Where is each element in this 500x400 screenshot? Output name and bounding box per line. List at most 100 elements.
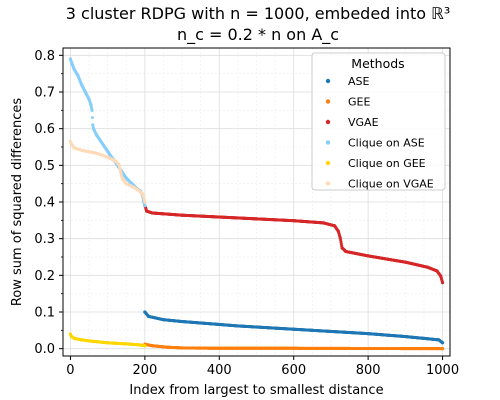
data-point <box>336 229 340 233</box>
data-point <box>91 339 95 343</box>
series-clique-on-vgae <box>68 139 147 204</box>
data-point <box>366 346 370 351</box>
y-tick-label: 0.3 <box>34 232 55 247</box>
data-point <box>422 336 426 340</box>
data-point <box>72 67 76 71</box>
data-point <box>90 108 94 112</box>
data-point <box>117 162 121 166</box>
data-point <box>80 148 84 152</box>
data-series <box>68 57 445 351</box>
y-tick-label: 0.7 <box>34 86 55 101</box>
legend: Methods ASE GEE VGAE Clique on ASE Clique on … <box>311 52 446 191</box>
data-point <box>94 133 99 137</box>
legend-entry-label: VGAE <box>348 116 379 129</box>
x-tick-label: 1000 <box>426 363 459 378</box>
data-point <box>146 314 151 318</box>
data-point <box>254 217 259 221</box>
data-point <box>403 260 407 264</box>
data-point <box>150 211 154 215</box>
data-point <box>68 57 73 61</box>
data-point <box>292 327 296 331</box>
data-point <box>385 333 389 337</box>
data-point <box>137 189 141 193</box>
data-point <box>72 336 76 340</box>
data-point <box>273 326 277 330</box>
x-tick-label: 400 <box>207 363 232 378</box>
data-point <box>161 318 166 322</box>
data-point <box>180 213 184 217</box>
data-point <box>440 281 445 285</box>
data-point <box>106 341 110 345</box>
data-point <box>98 138 102 142</box>
data-point <box>329 329 333 334</box>
data-point <box>180 346 184 350</box>
axes: 0 200 400 600 800 1000 0.0 0.1 0.2 0.3 0.4 0.5 0.6 0.… <box>34 49 459 378</box>
y-tick-label: 0.4 <box>34 196 55 211</box>
data-point <box>236 324 240 328</box>
data-point <box>124 176 128 180</box>
data-point <box>141 193 145 197</box>
series-clique-on-gee <box>68 332 147 348</box>
data-point <box>106 149 110 153</box>
data-point <box>292 219 296 223</box>
data-point <box>321 221 326 225</box>
legend-entry-label: Clique on VGAE <box>348 178 434 191</box>
data-point <box>90 116 94 120</box>
data-point <box>68 139 73 144</box>
y-tick-label: 0.8 <box>34 49 55 64</box>
data-point <box>87 97 91 101</box>
data-point <box>76 73 80 78</box>
data-point <box>143 200 147 204</box>
data-point <box>338 236 342 240</box>
data-point <box>143 344 147 348</box>
legend-marker <box>325 99 331 104</box>
data-point <box>439 274 443 278</box>
data-point <box>113 159 117 163</box>
data-point <box>128 180 132 184</box>
legend-entry-label: ASE <box>348 75 370 88</box>
data-point <box>120 177 125 181</box>
data-point <box>333 224 337 228</box>
legend-marker <box>325 140 331 145</box>
legend-marker <box>325 78 331 84</box>
legend-marker <box>325 160 331 166</box>
y-axis-label: Row sum of squared differences <box>10 98 25 307</box>
legend-box <box>311 52 446 191</box>
x-tick-label: 800 <box>356 363 381 378</box>
legend-marker <box>325 119 331 125</box>
data-point <box>180 319 184 324</box>
legend-entry-label: GEE <box>348 96 370 109</box>
data-point <box>217 215 221 219</box>
data-point <box>150 344 154 348</box>
chart-title-line-2: n_c = 0.2 * n on A_c <box>177 25 339 45</box>
data-point <box>437 338 441 342</box>
data-point <box>292 346 296 350</box>
data-point <box>217 322 221 327</box>
data-point <box>70 62 74 67</box>
data-point <box>143 310 147 314</box>
data-point <box>344 249 348 254</box>
data-point <box>199 321 203 325</box>
y-tick-label: 0.5 <box>34 159 55 174</box>
data-point <box>366 332 370 336</box>
y-tick-label: 0.0 <box>34 342 55 357</box>
data-point <box>366 254 370 258</box>
x-tick-label: 200 <box>132 363 157 378</box>
data-point <box>440 347 445 351</box>
data-point <box>83 90 87 94</box>
data-point <box>69 334 74 339</box>
chart-title-line-1: 3 cluster RDPG with n = 1000, embeded in… <box>66 4 450 23</box>
data-point <box>132 185 136 189</box>
series-vgae <box>143 204 445 285</box>
y-tick-label: 0.2 <box>34 269 55 284</box>
data-point <box>119 171 123 175</box>
y-tick-label: 0.6 <box>34 122 55 137</box>
legend-entry-label: Clique on ASE <box>348 137 425 150</box>
x-tick-label: 600 <box>281 363 306 378</box>
data-point <box>91 127 96 131</box>
data-point <box>340 246 344 250</box>
data-point <box>91 123 95 127</box>
legend-marker <box>325 181 331 186</box>
data-point <box>69 142 74 147</box>
